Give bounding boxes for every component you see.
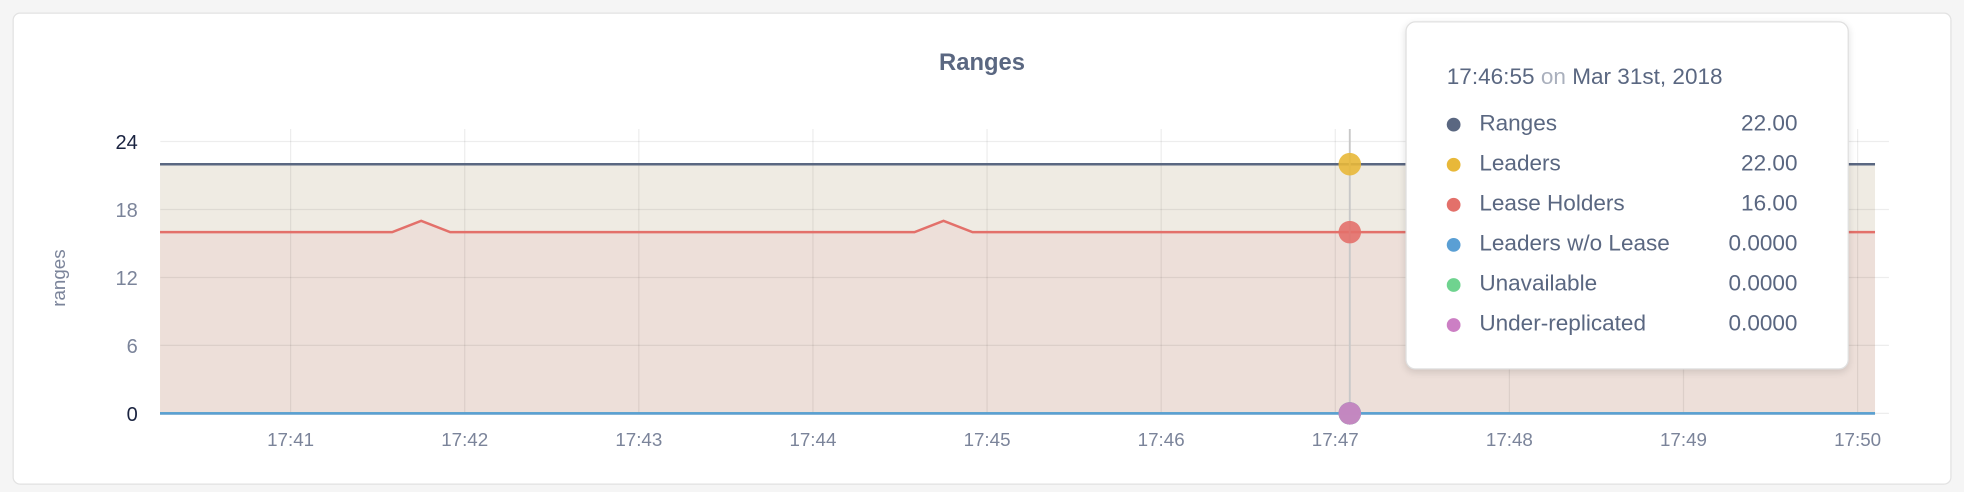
tooltip-row: Ranges 22.00 xyxy=(1446,108,1798,143)
x-tick-label: 17:46 xyxy=(1138,429,1185,450)
x-tick-label: 17:43 xyxy=(615,429,662,450)
x-tick-label: 17:41 xyxy=(267,429,314,450)
y-tick-label: 0 xyxy=(127,404,138,426)
tooltip-series-label: Lease Holders xyxy=(1479,190,1625,216)
tooltip-series-label: Ranges xyxy=(1479,110,1558,136)
hover-tooltip: 17:46:55 on Mar 31st, 2018 Ranges 22.00 … xyxy=(1405,21,1849,370)
chart-title: Ranges xyxy=(939,50,1026,77)
tooltip-header: 17:46:55 on Mar 31st, 2018 xyxy=(1447,64,1723,90)
hover-point xyxy=(1338,402,1362,425)
x-tick-label: 17:48 xyxy=(1486,429,1533,450)
hover-point xyxy=(1338,152,1362,176)
series-dot-icon xyxy=(1446,237,1461,252)
series-line xyxy=(160,219,1876,234)
series-dot-icon xyxy=(1446,117,1461,132)
x-tick-label: 17:49 xyxy=(1660,429,1707,450)
x-tick-label: 17:50 xyxy=(1834,429,1881,450)
tooltip-series-value: 16.00 xyxy=(1741,190,1798,216)
tooltip-series-label: Unavailable xyxy=(1479,270,1598,296)
tooltip-series-label: Under-replicated xyxy=(1479,310,1647,336)
hover-point xyxy=(1338,220,1362,244)
x-tick-label: 17:45 xyxy=(964,429,1011,450)
tooltip-series-value: 22.00 xyxy=(1741,110,1798,136)
tooltip-series-value: 0.0000 xyxy=(1728,310,1798,336)
tooltip-series-label: Leaders xyxy=(1479,150,1561,176)
x-tick-label: 17:44 xyxy=(789,429,836,450)
series-dot-icon xyxy=(1446,318,1461,332)
y-tick-label: 18 xyxy=(116,200,138,222)
x-tick-label: 17:47 xyxy=(1312,429,1359,450)
tooltip-time: 17:46:55 xyxy=(1446,63,1535,89)
y-tick-label: 12 xyxy=(116,268,138,290)
x-tick-label: 17:42 xyxy=(441,429,488,450)
tooltip-series-label: Leaders w/o Lease xyxy=(1479,230,1670,256)
tooltip-row: Lease Holders 16.00 xyxy=(1446,188,1798,223)
y-axis-label: ranges xyxy=(48,249,69,306)
series-dot-icon xyxy=(1446,197,1461,212)
tooltip-date: Mar 31st, 2018 xyxy=(1572,63,1723,89)
tooltip-row: Unavailable 0.0000 xyxy=(1446,268,1798,303)
tooltip-on: on xyxy=(1540,63,1566,89)
tooltip-row: Under-replicated 0.0000 xyxy=(1446,308,1798,343)
series-dot-icon xyxy=(1446,278,1461,292)
tooltip-series-value: 0.0000 xyxy=(1728,270,1798,296)
series-dot-icon xyxy=(1446,157,1461,172)
tooltip-row: Leaders w/o Lease 0.0000 xyxy=(1446,228,1798,263)
y-tick-label: 6 xyxy=(127,336,138,358)
y-tick-label: 24 xyxy=(116,132,138,154)
tooltip-row: Leaders 22.00 xyxy=(1446,148,1798,183)
tooltip-series-value: 22.00 xyxy=(1741,150,1798,176)
tooltip-series-value: 0.0000 xyxy=(1728,230,1798,256)
